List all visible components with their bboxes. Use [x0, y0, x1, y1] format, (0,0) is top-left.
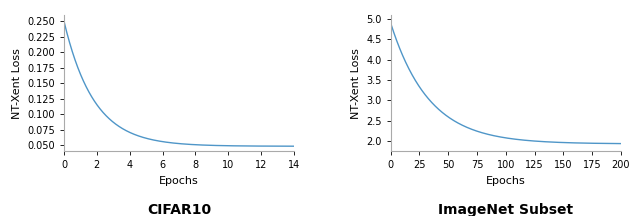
Y-axis label: NT-Xent Loss: NT-Xent Loss — [12, 48, 22, 119]
X-axis label: Epochs: Epochs — [159, 176, 199, 186]
Text: ImageNet Subset: ImageNet Subset — [438, 203, 573, 216]
X-axis label: Epochs: Epochs — [486, 176, 525, 186]
Text: CIFAR10: CIFAR10 — [147, 203, 211, 216]
Y-axis label: NT-Xent Loss: NT-Xent Loss — [351, 48, 360, 119]
